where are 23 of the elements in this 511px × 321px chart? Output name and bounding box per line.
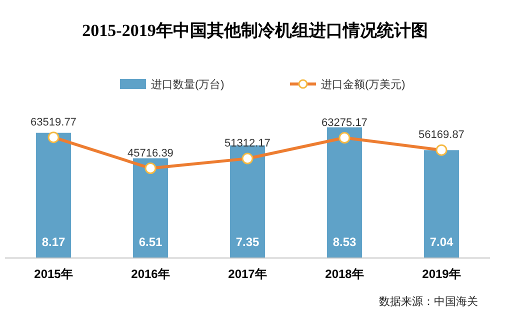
data-label: 8.17	[42, 235, 66, 249]
x-tick-label: 2019年	[422, 267, 461, 281]
data-label: 45716.39	[128, 147, 174, 160]
x-tick-label: 2017年	[228, 267, 267, 281]
bar	[230, 145, 265, 258]
data-label: 7.35	[236, 235, 260, 249]
x-tick-label: 2018年	[325, 267, 364, 281]
data-label: 6.51	[138, 235, 162, 249]
data-label: 7.04	[430, 235, 454, 249]
legend-label: 进口数量(万台)	[151, 78, 224, 91]
source-note: 数据来源：中国海关	[379, 295, 478, 308]
bar	[327, 127, 362, 258]
x-tick-label: 2015年	[34, 267, 73, 281]
data-label: 56169.87	[418, 129, 464, 142]
bar	[424, 150, 459, 258]
data-label: 8.53	[332, 235, 356, 249]
data-label: 63275.17	[322, 116, 368, 129]
chart-title: 2015-2019年中国其他制冷机组进口情况统计图	[82, 21, 428, 40]
x-tick-label: 2016年	[131, 267, 170, 281]
bar	[36, 132, 71, 258]
legend-label: 进口金额(万美元)	[321, 78, 406, 91]
data-label: 63519.77	[30, 116, 76, 128]
bar	[133, 158, 168, 258]
